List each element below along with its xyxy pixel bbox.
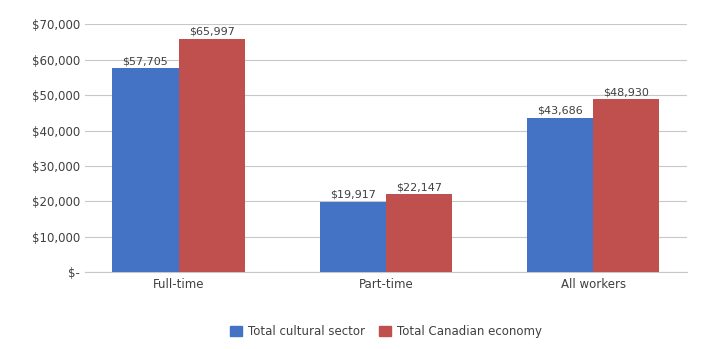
Bar <box>527 118 593 272</box>
Text: $22,147: $22,147 <box>396 182 442 192</box>
Bar <box>593 99 659 272</box>
Legend: Total cultural sector, Total Canadian economy: Total cultural sector, Total Canadian ec… <box>225 320 547 343</box>
Bar <box>319 202 386 272</box>
Bar <box>178 39 245 272</box>
Text: $19,917: $19,917 <box>330 190 376 200</box>
Bar <box>386 194 452 272</box>
Text: $65,997: $65,997 <box>189 27 235 37</box>
Text: $48,930: $48,930 <box>603 87 649 97</box>
Text: $43,686: $43,686 <box>537 106 583 116</box>
Text: $57,705: $57,705 <box>122 56 169 66</box>
Bar <box>113 68 178 272</box>
